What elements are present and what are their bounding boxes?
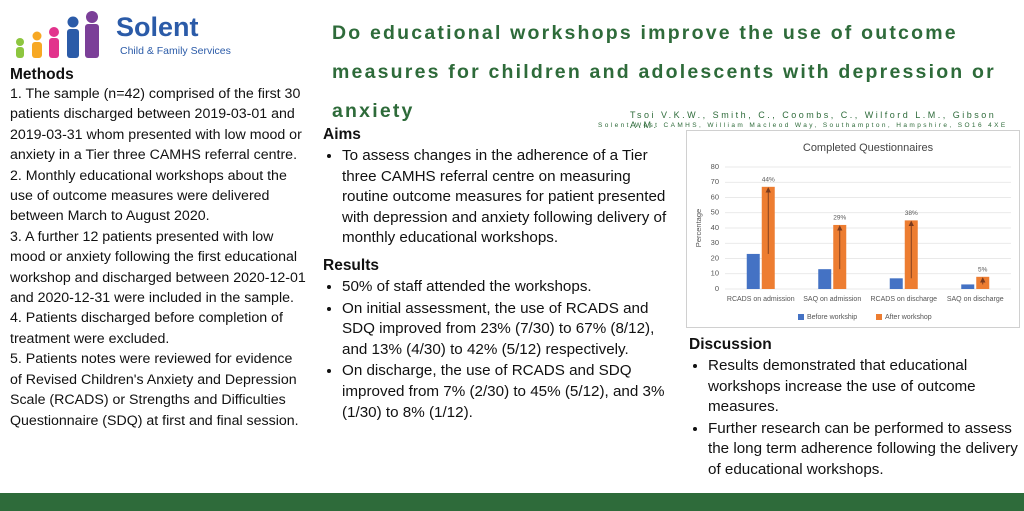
legend-label: Before workship <box>807 314 857 321</box>
y-tick-label: 10 <box>711 269 719 278</box>
y-tick-label: 20 <box>711 253 719 262</box>
y-tick-label: 0 <box>715 284 719 293</box>
y-tick-label: 40 <box>711 223 719 232</box>
bullet-item: On initial assessment, the use of RCADS … <box>342 299 681 361</box>
bullet-list: Results demonstrated that educational wo… <box>689 356 1021 481</box>
method-item: 2. Monthly educational workshops about t… <box>10 167 287 225</box>
method-item: 1. The sample (n=42) comprised of the fi… <box>10 86 302 164</box>
section-heading: Results <box>323 256 379 274</box>
footer-bar <box>0 493 1024 511</box>
bullet-list: To assess changes in the adherence of a … <box>323 146 681 249</box>
y-tick-label: 70 <box>711 177 719 186</box>
chart-title: Completed Questionnaires <box>803 142 934 154</box>
bar <box>746 253 760 289</box>
y-tick-label: 80 <box>711 162 719 171</box>
legend-label: After workshop <box>885 314 932 321</box>
legend-swatch <box>798 314 804 320</box>
method-item: 4. Patients discharged before completion… <box>10 310 283 347</box>
y-tick-label: 60 <box>711 192 719 201</box>
section-heading: Aims <box>323 126 361 143</box>
affiliation: Solent West CAMHS, William Macleod Way, … <box>598 122 1008 129</box>
y-axis-label: Percentage <box>694 209 703 247</box>
poster-title: Do educational workshops improve the use… <box>332 22 996 122</box>
bullet-item: Further research can be performed to ass… <box>708 419 1021 481</box>
annotation-label: 38% <box>905 210 918 217</box>
bar <box>961 284 975 289</box>
discussion-section: Discussion Results demonstrated that edu… <box>689 336 1021 489</box>
annotation-label: 5% <box>978 267 988 274</box>
method-item: 5. Patients notes were reviewed for evid… <box>10 351 299 429</box>
method-item: 3. A further 12 patients presented with … <box>10 228 306 307</box>
results-section: Results 50% of staff attended the worksho… <box>323 257 681 423</box>
chart: Completed Questionnaires Percentage 0 10 20 3… <box>694 142 1011 321</box>
middle-column: Aims To assess changes in the adherence o… <box>323 126 681 431</box>
methods-section: Methods 1. The sample (n=42) comprised o… <box>10 66 308 431</box>
y-tick-label: 30 <box>711 238 719 247</box>
bullet-item: 50% of staff attended the workshops. <box>342 277 681 298</box>
x-tick-label: RCADS on admission <box>727 296 795 303</box>
aims-section: Aims To assess changes in the adherence o… <box>323 126 681 249</box>
annotation-label: 29% <box>833 215 846 222</box>
logo-subtitle: Child & Family Services <box>120 45 231 57</box>
bullet-item: On discharge, the use of RCADS and SDQ i… <box>342 361 681 423</box>
chart-frame: Completed Questionnaires Percentage 0 10 20 3… <box>686 130 1020 328</box>
section-heading: Methods <box>10 66 74 83</box>
authors: Tsoi V.K.W., Smith, C., Coombs, C., Wilf… <box>630 110 997 130</box>
x-tick-label: RCADS on discharge <box>870 296 937 303</box>
bullet-list: 50% of staff attended the workshops.On i… <box>323 277 681 423</box>
x-tick-label: SAQ on admission <box>803 296 861 303</box>
section-heading: Discussion <box>689 336 772 353</box>
legend-swatch <box>876 314 882 320</box>
bar <box>818 269 832 289</box>
bullet-item: To assess changes in the adherence of a … <box>342 146 681 249</box>
x-tick-label: SAQ on discharge <box>947 296 1004 303</box>
bullet-item: Results demonstrated that educational wo… <box>708 356 1021 418</box>
annotation-label: 44% <box>762 177 775 184</box>
bar <box>889 278 903 289</box>
logo-figures <box>16 11 99 58</box>
y-tick-label: 50 <box>711 208 719 217</box>
logo-name: Solent <box>116 12 199 42</box>
